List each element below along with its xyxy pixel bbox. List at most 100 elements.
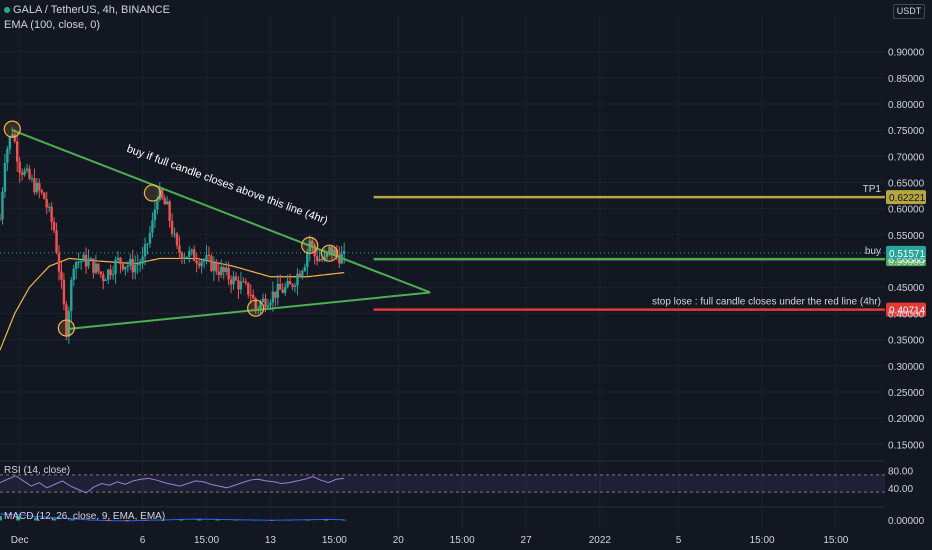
triangle-upper-line bbox=[11, 129, 431, 294]
candle-down bbox=[121, 264, 125, 270]
time-tick-label: 5 bbox=[676, 535, 682, 546]
candle-down bbox=[247, 282, 250, 295]
price-axis[interactable]: 0.90000 0.85000 0.80000 0.75000 0.70000 0.650… bbox=[888, 48, 925, 452]
macd-histogram-bar bbox=[251, 520, 256, 521]
candle-up bbox=[82, 254, 85, 262]
price-tick-label: 0.70000 bbox=[888, 152, 925, 163]
pivot-marker bbox=[320, 244, 339, 262]
macd-histogram-bar bbox=[16, 516, 21, 521]
price-tick-label: 0.65000 bbox=[888, 179, 925, 190]
candle-down bbox=[170, 220, 174, 234]
candle-up bbox=[200, 261, 203, 266]
macd-title: MACD (12, 26, close, 9, EMA, EMA) bbox=[4, 511, 165, 522]
candle-down bbox=[97, 263, 100, 272]
symbol-title: GALA / TetherUS, 4h, BINANCE bbox=[13, 4, 170, 16]
time-tick-label: 27 bbox=[521, 535, 533, 546]
symbol-header[interactable]: GALA / TetherUS, 4h, BINANCE bbox=[4, 4, 170, 16]
candle-up bbox=[89, 258, 93, 260]
candle-down bbox=[33, 178, 36, 193]
candle-down bbox=[163, 198, 166, 205]
candle-up bbox=[35, 182, 39, 193]
candle-up bbox=[173, 233, 176, 235]
time-tick-label: 15:00 bbox=[322, 535, 347, 546]
candle-up bbox=[259, 301, 262, 309]
candle-down bbox=[50, 206, 53, 222]
candle-up bbox=[11, 134, 14, 137]
time-tick-label: 13 bbox=[265, 535, 277, 546]
candle-up bbox=[111, 274, 115, 276]
candle-up bbox=[185, 256, 189, 258]
candle-up bbox=[126, 265, 130, 267]
candle-down bbox=[119, 257, 122, 265]
candle-up bbox=[25, 168, 29, 171]
candle-up bbox=[79, 261, 83, 263]
candle-up bbox=[261, 298, 265, 302]
candle-down bbox=[311, 240, 314, 246]
price-tick-label: 0.15000 bbox=[888, 440, 925, 451]
candle-up bbox=[94, 263, 98, 273]
candle-up bbox=[104, 279, 107, 282]
candle-down bbox=[254, 298, 257, 309]
candle-up bbox=[143, 244, 147, 257]
levels-group: TP1 0.62221 buy 0.50365 stop lose : full can… bbox=[0, 184, 926, 317]
macd-histogram-bar bbox=[342, 519, 347, 521]
price-tick-label: 0.60000 bbox=[888, 205, 925, 216]
price-tick-label: 0.55000 bbox=[888, 231, 925, 242]
candle-down bbox=[92, 258, 95, 273]
rsi-title: RSI (14, close) bbox=[4, 465, 70, 476]
candle-down bbox=[180, 252, 184, 259]
candle-up bbox=[156, 200, 159, 210]
candle-up bbox=[134, 265, 137, 273]
time-axis[interactable]: Dec 6 15:00 13 15:00 20 15:00 27 2022 5 15:00 15:00 bbox=[11, 535, 849, 546]
rsi-tick-label: 40.00 bbox=[888, 484, 913, 495]
candle-up bbox=[190, 249, 193, 252]
rsi-pane[interactable]: RSI (14, close) 80.00 40.00 bbox=[0, 460, 913, 495]
currency-badge[interactable]: USDT bbox=[893, 4, 925, 19]
candle-up bbox=[148, 232, 152, 244]
candle-down bbox=[16, 141, 19, 162]
candle-down bbox=[178, 245, 181, 253]
level-price-stop: 0.40714 bbox=[889, 306, 926, 317]
candle-down bbox=[234, 276, 238, 281]
candle-up bbox=[276, 283, 279, 298]
candles-group bbox=[0, 127, 346, 344]
candle-up bbox=[87, 258, 90, 267]
time-tick-label: 15:00 bbox=[450, 535, 475, 546]
pivot-marker bbox=[57, 319, 75, 337]
last-price-value: 0.51571 bbox=[889, 249, 926, 260]
candle-down bbox=[197, 263, 201, 266]
candle-down bbox=[102, 274, 105, 282]
candle-down bbox=[242, 281, 245, 283]
candle-up bbox=[106, 269, 110, 280]
candle-up bbox=[333, 249, 336, 256]
ema-header[interactable]: EMA (100, close, 0) bbox=[4, 19, 100, 31]
candle-up bbox=[72, 268, 75, 281]
candle-down bbox=[281, 289, 284, 293]
macd-histogram-bar bbox=[88, 520, 93, 521]
candle-up bbox=[269, 302, 272, 306]
macd-histogram-bar bbox=[179, 519, 184, 521]
candle-up bbox=[224, 267, 228, 272]
candle-down bbox=[38, 182, 41, 191]
candle-up bbox=[188, 251, 191, 257]
candle-down bbox=[109, 269, 112, 276]
pivot-marker bbox=[3, 120, 21, 138]
ema-legend: EMA (100, close, 0) bbox=[4, 19, 100, 31]
candle-up bbox=[116, 257, 120, 260]
candle-up bbox=[146, 243, 149, 245]
candle-up bbox=[325, 252, 329, 257]
price-tick-label: 0.25000 bbox=[888, 388, 925, 399]
price-tick-label: 0.30000 bbox=[888, 362, 925, 373]
price-tick-label: 0.45000 bbox=[888, 283, 925, 294]
macd-histogram-bar bbox=[142, 520, 147, 521]
candle-down bbox=[18, 161, 21, 173]
candle-up bbox=[183, 257, 186, 259]
candle-down bbox=[229, 279, 233, 285]
candle-up bbox=[239, 281, 243, 290]
candle-up bbox=[293, 285, 297, 287]
macd-pane[interactable]: MACD (12, 26, close, 9, EMA, EMA) 0.00000 bbox=[0, 506, 925, 527]
macd-histogram-bar bbox=[233, 519, 238, 521]
candle-down bbox=[55, 230, 58, 253]
candle-down bbox=[40, 190, 43, 193]
